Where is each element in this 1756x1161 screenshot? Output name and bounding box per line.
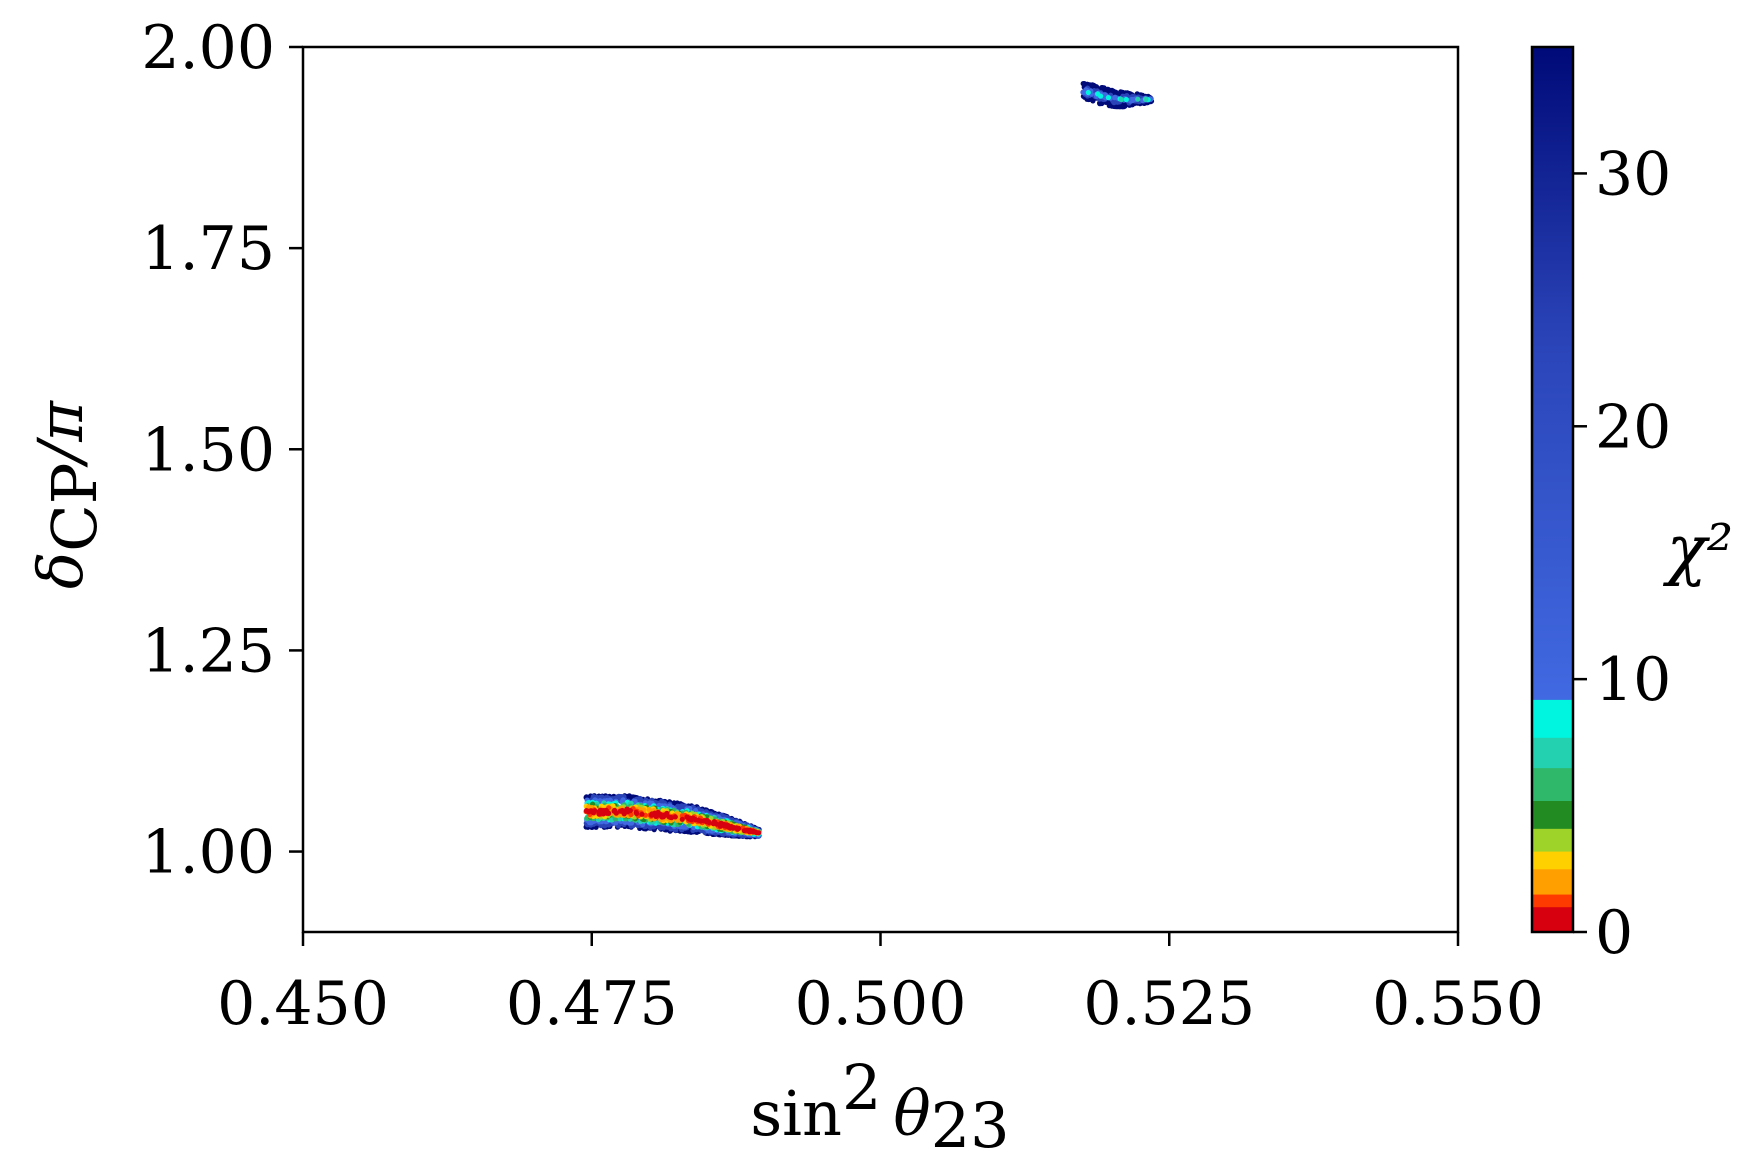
scatter-point: [1112, 95, 1118, 101]
scatter-point: [744, 827, 751, 833]
scatter-point: [751, 829, 757, 835]
colorbar-tick-label: 0: [1595, 898, 1633, 968]
y-tick-label: 1.50: [141, 415, 275, 485]
colorbar-segment: [1532, 737, 1573, 769]
colorbar-segment: [1532, 906, 1573, 933]
scatter-point: [1130, 96, 1136, 103]
plot-area: [301, 45, 1460, 934]
scatter-point: [679, 816, 685, 822]
x-tick-label: 0.450: [217, 969, 389, 1039]
colorbar-frame: [1530, 45, 1575, 934]
colorbar-tick-label: 20: [1595, 392, 1671, 462]
scatter-point: [698, 818, 704, 824]
scatter-point: [667, 814, 673, 820]
colorbar-segment: [1532, 828, 1573, 852]
scatter-point: [611, 808, 617, 814]
x-tick-label: 0.525: [1083, 969, 1255, 1039]
scatter-point: [719, 822, 726, 828]
scatter-point: [627, 808, 634, 814]
y-tick-label: 1.25: [141, 616, 275, 686]
scatter-point: [1095, 91, 1101, 97]
scatter-point: [1123, 96, 1129, 103]
y-axis-label: δCP/π: [24, 400, 111, 589]
colorbar-tick-label: 10: [1595, 645, 1671, 715]
scatter-point: [654, 812, 660, 818]
colorbar: [1530, 45, 1575, 934]
x-tick-label: 0.500: [795, 969, 967, 1039]
scatter-point: [672, 814, 678, 820]
scatter-point: [1118, 96, 1124, 103]
scatter-point: [639, 811, 645, 817]
scatter-point: [596, 809, 602, 815]
scatter-point: [1085, 89, 1091, 96]
scatter-point: [731, 825, 738, 831]
scatter-points: [583, 81, 1155, 840]
colorbar-gradient: [1532, 47, 1573, 700]
x-tick-label: 0.475: [506, 969, 678, 1039]
scatter-point: [736, 825, 742, 832]
scatter-point: [1105, 95, 1111, 101]
colorbar-segment: [1532, 851, 1573, 870]
y-axis-ticks: 1.00 1.25 1.50 1.75 2.00: [141, 13, 303, 888]
colorbar-segment: [1532, 767, 1573, 802]
scatter-point: [583, 808, 590, 814]
scatter-point: [1097, 101, 1103, 107]
colorbar-ticks: 0 10 20 30: [1573, 139, 1671, 968]
scatter-point: [620, 809, 627, 815]
x-axis-label: sin2 θ23: [750, 1051, 1009, 1161]
scatter-point: [649, 811, 655, 817]
scatter-point: [634, 810, 640, 817]
colorbar-label: χ²: [1663, 511, 1733, 588]
scatter-point: [592, 808, 598, 814]
colorbar-segment: [1532, 800, 1573, 829]
y-tick-label: 1.75: [141, 214, 275, 284]
x-axis-ticks: 0.450 0.475 0.500 0.525 0.550: [217, 932, 1544, 1039]
scatter-point: [756, 830, 762, 836]
colorbar-segment: [1532, 699, 1573, 738]
scatter-point: [1135, 96, 1141, 102]
scatter-point: [689, 817, 695, 823]
y-tick-label: 1.00: [141, 818, 275, 888]
scatter-point: [601, 808, 607, 814]
scatter-point: [662, 812, 668, 818]
scatter-point: [706, 819, 712, 826]
colorbar-tick-label: 30: [1595, 139, 1671, 209]
colorbar-segment: [1532, 868, 1573, 895]
colorbar-segment: [1532, 894, 1573, 908]
scatter-point: [701, 818, 707, 824]
scatter-point: [714, 821, 720, 827]
scatter-point: [1143, 96, 1149, 102]
x-tick-label: 0.550: [1372, 969, 1544, 1039]
y-tick-label: 2.00: [141, 13, 275, 83]
